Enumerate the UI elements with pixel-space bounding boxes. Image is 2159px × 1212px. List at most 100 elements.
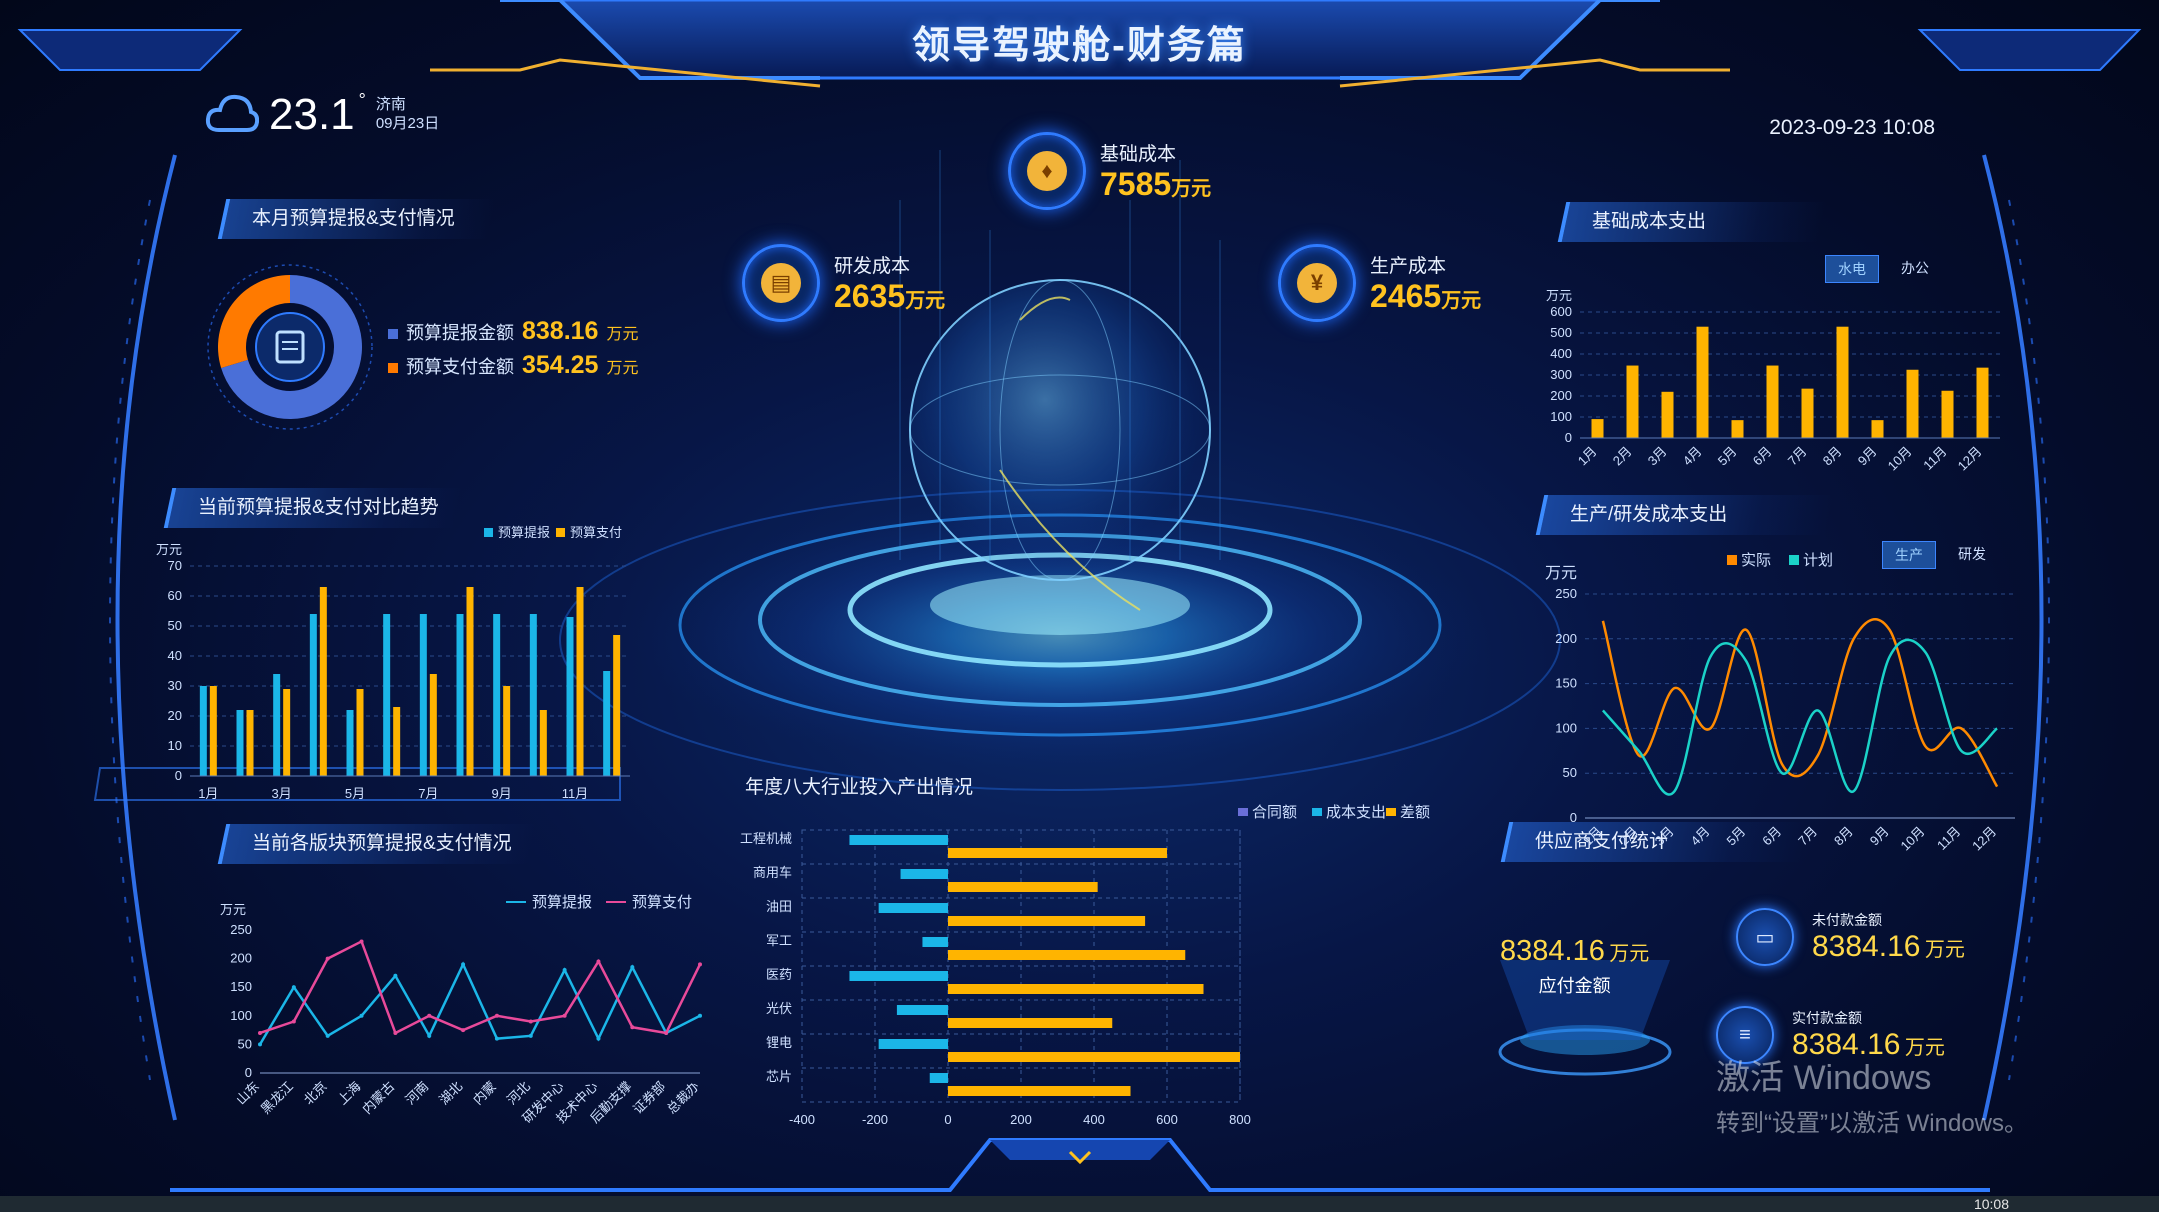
point-预算支付-北京 — [325, 956, 330, 961]
point-预算提报-技术中心 — [596, 1036, 601, 1041]
x-tick-label: 4月 — [1680, 444, 1705, 469]
kpi-production-cost: ¥ 生产成本 2465万元 — [1278, 244, 1481, 322]
legend-swatch-差额 — [1386, 808, 1396, 816]
budget-donut — [207, 264, 373, 430]
page-title: 领导驾驶舱-财务篇 — [912, 25, 1247, 67]
donut-slice-0 — [221, 275, 362, 419]
point-预算提报-北京 — [325, 1033, 330, 1038]
legend-budget-paid: 预算支付金额 354.25 万元 — [388, 350, 638, 384]
y-tick-label: 200 — [1555, 631, 1577, 646]
line-预算支付 — [259, 939, 702, 1035]
x-tick-label: 800 — [1229, 1112, 1251, 1127]
bar-series-10月 — [1906, 369, 1919, 438]
y-tick-label: 400 — [1550, 346, 1572, 361]
supplier-total: 8384.16 万元 应付金额 — [1500, 935, 1649, 998]
x-tick-label: 3月 — [272, 786, 292, 801]
legend-label-计划: 计划 — [1803, 552, 1833, 569]
point-预算支付-总裁办 — [698, 962, 702, 967]
legend-swatch-预算提报 — [484, 528, 493, 537]
y-tick-label: 20 — [168, 708, 182, 723]
line-实际 — [1601, 618, 1999, 788]
supplier-total-unit: 万元 — [1609, 943, 1650, 965]
x-tick-label: 3月 — [1645, 444, 1670, 469]
kpi-base-unit: 万元 — [1171, 178, 1212, 200]
industry-hbar-chart: -400 -200 0 200 400 600 800 工程机械商用车油田军工医药光伏锂电芯片… — [740, 804, 1430, 1127]
x-tick-label: 8月 — [1820, 444, 1845, 469]
point-预算支付-河南 — [427, 1013, 432, 1018]
prod-rd-toggle: 生产 研发 — [1882, 541, 1998, 569]
x-tick-label: 证券部 — [630, 1079, 668, 1117]
card-icon: ▭ — [1736, 908, 1794, 966]
bar-cost-军工 — [922, 937, 948, 947]
y-tick-label: 70 — [168, 558, 182, 573]
x-tick-label: 6月 — [1750, 444, 1775, 469]
x-tick-label: 10月 — [1898, 824, 1928, 854]
bar-diff-油田 — [948, 916, 1146, 926]
x-tick-label: 上海 — [335, 1079, 364, 1108]
x-tick-label: 600 — [1156, 1112, 1178, 1127]
point-预算支付-研发中心 — [562, 1013, 567, 1018]
toggle-utilities[interactable]: 水电 — [1825, 255, 1879, 283]
point-预算提报-内蒙 — [494, 1036, 499, 1041]
legend-swatch-预算支付 — [556, 528, 565, 537]
y-tick-label: 油田 — [766, 899, 792, 914]
toggle-rd[interactable]: 研发 — [1958, 546, 1986, 562]
supplier-paid-value: 8384.16 — [1792, 1028, 1901, 1061]
y-tick-label: 商用车 — [753, 865, 792, 880]
bar-series-5月 — [1731, 420, 1744, 438]
point-预算提报-总裁办 — [698, 1013, 702, 1018]
kpi-base-cost: ♦ 基础成本 7585万元 — [1008, 132, 1211, 210]
x-tick-label: 内蒙古 — [359, 1079, 397, 1117]
y-axis-label: 万元 — [220, 902, 246, 917]
donut-slice-1 — [218, 275, 290, 368]
x-tick-label: 山东 — [233, 1079, 262, 1108]
bar-cost-芯片 — [929, 1073, 948, 1083]
taskbar-clock: 10:08 — [1973, 1196, 2009, 1212]
x-tick-label: 内蒙 — [470, 1079, 499, 1108]
bar-预算提报-8月 — [456, 614, 464, 776]
x-tick-label: 12月 — [1955, 444, 1985, 474]
y-tick-label: 0 — [245, 1065, 252, 1080]
y-tick-label: 军工 — [766, 933, 792, 948]
x-tick-label: 河南 — [402, 1079, 431, 1108]
x-tick-label: 北京 — [301, 1079, 330, 1108]
bar-cost-光伏 — [896, 1005, 948, 1015]
bar-预算提报-12月 — [603, 671, 611, 776]
bar-预算提报-4月 — [309, 614, 317, 776]
point-预算提报-上海 — [359, 1013, 364, 1018]
x-tick-label: 5月 — [1715, 444, 1740, 469]
donut-legend: 预算提报金额 838.16 万元 预算支付金额 354.25 万元 — [388, 316, 638, 384]
kpi-base-label: 基础成本 — [1100, 144, 1177, 165]
x-tick-label: 总裁办 — [664, 1079, 702, 1117]
toggle-production[interactable]: 生产 — [1882, 541, 1936, 569]
y-axis-label: 万元 — [1546, 288, 1572, 303]
y-tick-label: 工程机械 — [740, 831, 792, 846]
y-tick-label: 0 — [175, 768, 182, 783]
bar-预算提报-3月 — [273, 674, 281, 776]
panel-title-budget-month: 本月预算提报&支付情况 — [217, 199, 497, 239]
x-tick-label: 200 — [1010, 1112, 1032, 1127]
y-tick-label: 300 — [1550, 367, 1572, 382]
kpi-rd-unit: 万元 — [905, 290, 946, 312]
panel-title-industry: 年度八大行业投入产出情况 — [745, 777, 974, 798]
x-tick-label: 11月 — [1920, 444, 1949, 473]
bar-预算支付-3月 — [283, 689, 291, 776]
bar-cost-商用车 — [900, 869, 948, 879]
temperature: 23.1 — [269, 90, 355, 139]
toggle-office[interactable]: 办公 — [1901, 260, 1929, 276]
weather-date: 09月23日 — [375, 115, 440, 132]
x-tick-label: 2月 — [1610, 444, 1635, 469]
y-tick-label: 600 — [1550, 304, 1572, 319]
point-预算提报-黑龙江 — [291, 985, 296, 990]
x-tick-label: 1月 — [1575, 444, 1600, 469]
point-预算支付-内蒙 — [494, 1013, 499, 1018]
payment-icon: ≡ — [1716, 1006, 1774, 1064]
panel-title-prod-rd: 生产/研发成本支出 — [1535, 495, 1835, 535]
bar-预算支付-2月 — [246, 710, 254, 776]
x-tick-label: 7月 — [1785, 444, 1810, 469]
bar-cost-锂电 — [878, 1039, 948, 1049]
y-tick-label: 100 — [230, 1008, 252, 1023]
supplier-unpaid: ▭ 未付款金额 8384.16 万元 — [1736, 908, 1965, 966]
